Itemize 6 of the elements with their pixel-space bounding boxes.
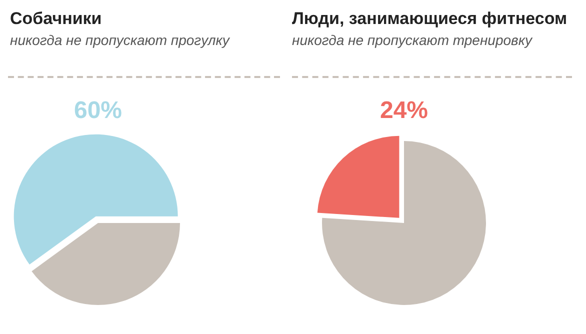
chart-subtitle: никогда не пропускают тренировку	[292, 32, 533, 48]
data-label: 24%	[380, 97, 428, 124]
chart-title: Люди, занимающиеся фитнесом	[292, 9, 568, 28]
chart-subtitle: никогда не пропускают прогулку	[10, 32, 230, 48]
chart-title: Собачники	[10, 9, 102, 28]
data-label: 60%	[74, 97, 122, 124]
